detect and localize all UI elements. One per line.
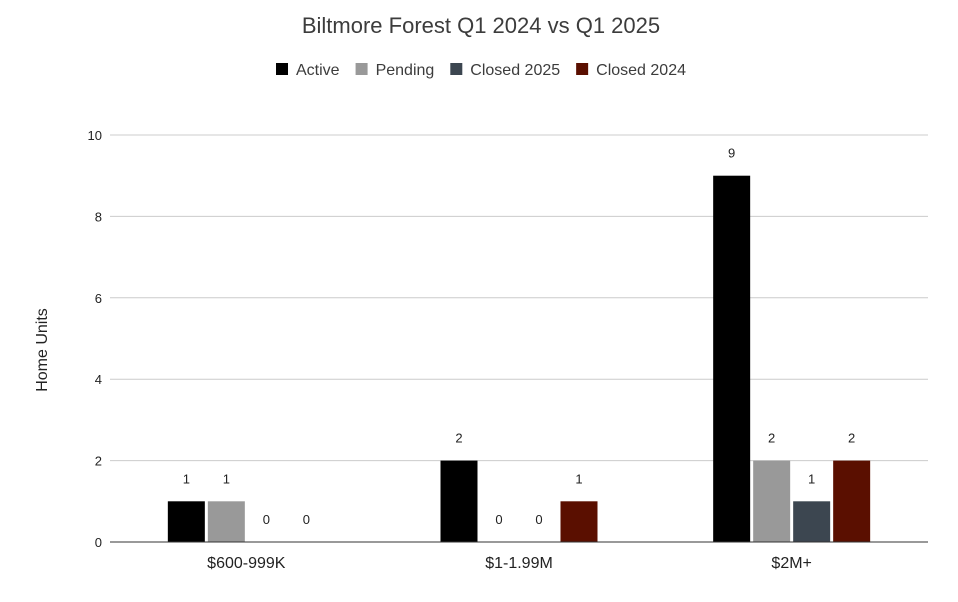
bar-closed-2025 (793, 501, 831, 542)
y-tick-label: 8 (95, 209, 102, 224)
gridlines (110, 134, 928, 462)
legend: Active Pending Closed 2025 Closed 2024 (276, 62, 686, 79)
x-category-label: $2M+ (771, 555, 811, 572)
data-label: 1 (183, 471, 190, 486)
legend-swatch (450, 63, 463, 75)
legend-item: Closed 2025 (450, 62, 560, 79)
bar-closed-2024 (833, 460, 871, 542)
bar-active (167, 501, 205, 542)
legend-item: Active (276, 62, 340, 79)
y-axis-ticks: 0 2 4 6 8 10 (88, 128, 102, 550)
legend-item: Closed 2024 (576, 62, 686, 79)
x-axis-categories: $600-999K $1-1.99M $2M+ (207, 555, 812, 572)
data-labels: 1 1 0 0 2 0 0 1 9 2 1 2 (183, 146, 856, 527)
bar-pending (207, 501, 245, 542)
legend-label: Closed 2025 (470, 62, 560, 79)
bars (167, 175, 871, 542)
data-label: 9 (728, 146, 735, 161)
x-category-label: $1-1.99M (485, 555, 553, 572)
legend-label: Active (296, 62, 340, 79)
data-label: 2 (768, 431, 775, 446)
legend-label: Pending (376, 62, 435, 79)
y-tick-label: 10 (88, 128, 102, 143)
y-tick-label: 4 (95, 372, 102, 387)
data-label: 2 (455, 431, 462, 446)
legend-label: Closed 2024 (596, 62, 686, 79)
bar-pending (753, 460, 791, 542)
data-label: 0 (263, 512, 270, 527)
data-label: 1 (808, 471, 815, 486)
data-label: 0 (495, 512, 502, 527)
data-label: 2 (848, 431, 855, 446)
y-tick-label: 0 (95, 535, 102, 550)
y-tick-label: 2 (95, 454, 102, 469)
data-label: 1 (575, 471, 582, 486)
data-label: 1 (223, 471, 230, 486)
legend-swatch (276, 63, 289, 75)
legend-swatch (355, 63, 368, 75)
bar-active (713, 175, 751, 542)
legend-swatch (576, 63, 589, 75)
data-label: 0 (535, 512, 542, 527)
chart-title: Biltmore Forest Q1 2024 vs Q1 2025 (302, 13, 660, 38)
y-tick-label: 6 (95, 291, 102, 306)
bar-closed-2024 (560, 501, 598, 542)
x-category-label: $600-999K (207, 555, 286, 572)
legend-item: Pending (355, 62, 435, 79)
bar-active (440, 460, 478, 542)
data-label: 0 (303, 512, 310, 527)
y-axis-label: Home Units (34, 308, 51, 392)
